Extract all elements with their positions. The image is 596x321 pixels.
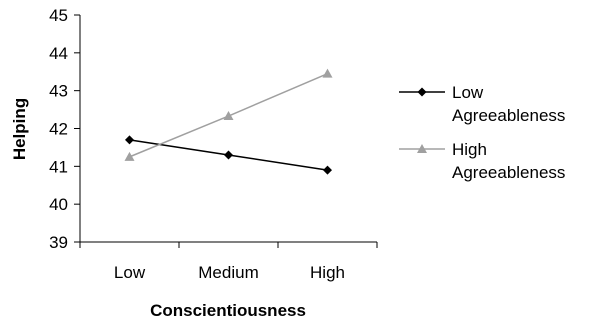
x-axis-title: Conscientiousness (150, 301, 306, 320)
legend-item-2: High Agreeableness (399, 140, 565, 182)
x-tick-label: Low (114, 263, 146, 282)
x-axis: Low Medium High (79, 241, 378, 282)
x-tick-label: Medium (198, 263, 258, 282)
legend-label: High (452, 140, 487, 159)
legend-marker (417, 87, 427, 97)
legend-item-1: Low Agreeableness (399, 83, 565, 125)
y-tick-label: 45 (49, 6, 68, 25)
y-tick-label: 39 (49, 233, 68, 252)
data-point (125, 135, 134, 145)
y-tick-label: 43 (49, 82, 68, 101)
legend: Low Agreeableness High Agreeableness (399, 83, 565, 182)
y-tick-label: 42 (49, 120, 68, 139)
y-tick-label: 40 (49, 195, 68, 214)
x-tick-label: High (310, 263, 345, 282)
series-1 (125, 135, 332, 175)
data-point (124, 151, 135, 161)
data-point (322, 68, 333, 78)
legend-marker (417, 144, 427, 153)
legend-label: Agreeableness (452, 163, 565, 182)
series-2 (124, 68, 333, 161)
data-point (323, 165, 332, 175)
legend-label: Low (452, 83, 484, 102)
y-tick-label: 41 (49, 157, 68, 176)
y-axis-title: Helping (10, 98, 29, 160)
y-axis: 39 40 41 42 43 44 45 (49, 6, 81, 252)
data-point (223, 111, 234, 121)
y-tick-label: 44 (49, 44, 68, 63)
series-group (124, 68, 333, 175)
legend-label: Agreeableness (452, 106, 565, 125)
data-point (224, 150, 233, 160)
